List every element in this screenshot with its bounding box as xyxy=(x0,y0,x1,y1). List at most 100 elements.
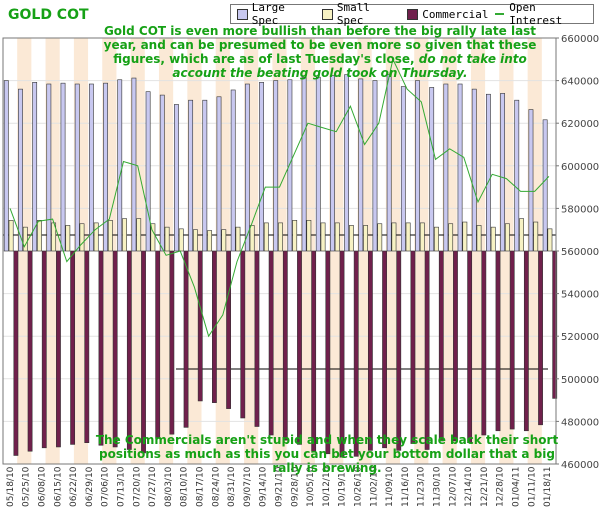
bottom-annotation: The Commercials aren't stupid and when t… xyxy=(95,433,559,475)
small-spec-bar xyxy=(391,222,397,252)
x-tick-label: 09/14/10 xyxy=(259,466,269,507)
top-annotation-italic: do not take into account the beating gol… xyxy=(172,52,527,80)
x-tick-label: 11/30/10 xyxy=(433,466,443,507)
large-spec-bar xyxy=(457,83,463,252)
x-tick-label: 08/31/10 xyxy=(227,466,237,507)
x-tick-label: 11/09/10 xyxy=(385,466,395,507)
large-spec-bar xyxy=(429,87,435,252)
commercial-bar xyxy=(297,250,302,445)
small-spec-swatch xyxy=(322,8,333,20)
large-spec-bar xyxy=(372,80,378,252)
right-y-axis: 460000 480000 500000 520000 540000 560000 5800… xyxy=(556,34,599,471)
small-spec-bar xyxy=(93,222,99,252)
small-spec-bar xyxy=(22,226,28,252)
commercial-bar xyxy=(382,250,387,449)
small-spec-bar xyxy=(476,225,482,252)
bar-series xyxy=(3,74,558,458)
small-spec-bar xyxy=(263,222,269,252)
large-spec-bar xyxy=(415,80,420,252)
commercial-bar xyxy=(183,250,189,428)
commercial-bar xyxy=(311,250,317,452)
x-tick-label: 06/15/10 xyxy=(53,466,63,507)
commercial-bar xyxy=(509,250,515,430)
small-spec-bar xyxy=(462,221,468,252)
commercial-bar xyxy=(155,250,161,439)
y-tick-label: 600000 xyxy=(561,162,599,173)
y-tick-label: 500000 xyxy=(561,375,599,386)
commercial-bar xyxy=(41,250,47,449)
commercial-bar xyxy=(98,250,104,446)
y-tick-label: 480000 xyxy=(561,417,599,428)
x-tick-label: 06/22/10 xyxy=(69,466,79,507)
open-interest-swatch xyxy=(494,13,505,15)
commercial-bar xyxy=(523,250,529,432)
small-spec-bar xyxy=(533,221,539,252)
commercial-bar xyxy=(126,250,132,450)
x-tick-label: 09/07/10 xyxy=(243,466,253,507)
legend-item-small-spec: Small Spec xyxy=(322,1,401,27)
small-spec-bar xyxy=(37,220,42,252)
large-spec-bar xyxy=(18,88,23,252)
large-spec-bar xyxy=(514,99,520,252)
legend-label-commercial: Commercial xyxy=(422,7,489,21)
large-spec-bar xyxy=(287,79,293,252)
x-tick-label: 11/23/10 xyxy=(417,466,427,507)
x-tick-label: 01/11/10 xyxy=(527,466,537,507)
x-tick-label: 09/21/10 xyxy=(275,466,285,507)
x-tick-label: 05/18/10 xyxy=(6,466,16,507)
large-spec-bar xyxy=(500,93,505,252)
x-tick-label: 07/20/10 xyxy=(132,466,142,507)
large-spec-bar xyxy=(117,79,123,252)
small-spec-bar xyxy=(221,229,227,252)
large-spec-bar xyxy=(244,83,250,252)
commercial-bar xyxy=(438,250,444,442)
small-spec-bar xyxy=(490,226,496,252)
large-spec-bar xyxy=(145,91,151,252)
small-spec-bar xyxy=(122,218,127,252)
top-annotation-text: Gold COT is even more bullish than befor… xyxy=(103,24,537,66)
x-tick-label: 11/16/10 xyxy=(401,466,411,507)
x-tick-label: 12/14/10 xyxy=(464,466,474,507)
commercial-bar xyxy=(410,250,416,444)
commercial-bar xyxy=(552,250,558,399)
large-spec-swatch xyxy=(237,8,248,20)
open-interest-line xyxy=(9,57,550,338)
small-spec-bar xyxy=(306,220,312,252)
large-spec-bar xyxy=(542,119,548,252)
large-spec-bar xyxy=(528,109,534,252)
plot-frame xyxy=(2,37,557,465)
large-spec-bar xyxy=(103,82,108,252)
small-spec-bar xyxy=(193,229,198,252)
x-tick-label: 10/19/10 xyxy=(338,466,348,507)
small-spec-bar xyxy=(278,222,283,252)
y-tick-label: 520000 xyxy=(561,332,599,343)
y-tick-label: 560000 xyxy=(561,247,599,258)
legend-item-commercial: Commercial xyxy=(407,7,489,21)
x-tick-label: 10/12/10 xyxy=(322,466,332,507)
small-spec-bar xyxy=(419,222,425,252)
small-spec-bar xyxy=(79,223,85,252)
large-spec-bar xyxy=(471,88,477,252)
large-spec-bar xyxy=(159,94,165,252)
small-spec-bar xyxy=(164,226,170,252)
large-spec-bar xyxy=(188,99,194,252)
legend-item-large-spec: Large Spec xyxy=(237,1,316,27)
large-spec-bar xyxy=(3,80,9,252)
small-spec-bar xyxy=(107,220,113,252)
commercial-bar xyxy=(13,250,19,456)
small-spec-bar xyxy=(235,226,241,252)
y-tick-label: 580000 xyxy=(561,204,599,215)
x-tick-label: 08/24/10 xyxy=(211,466,221,507)
small-spec-bar xyxy=(136,218,142,252)
commercial-bar xyxy=(325,250,331,455)
large-spec-bar xyxy=(60,82,66,252)
small-spec-bar xyxy=(249,225,255,252)
small-spec-bar xyxy=(377,223,383,252)
large-spec-bar xyxy=(230,89,236,252)
x-tick-label: 07/13/10 xyxy=(117,466,127,507)
small-spec-bar xyxy=(334,222,340,252)
small-spec-bar xyxy=(405,222,411,252)
commercial-bar xyxy=(226,250,231,409)
x-tick-label: 08/17/10 xyxy=(196,466,206,507)
